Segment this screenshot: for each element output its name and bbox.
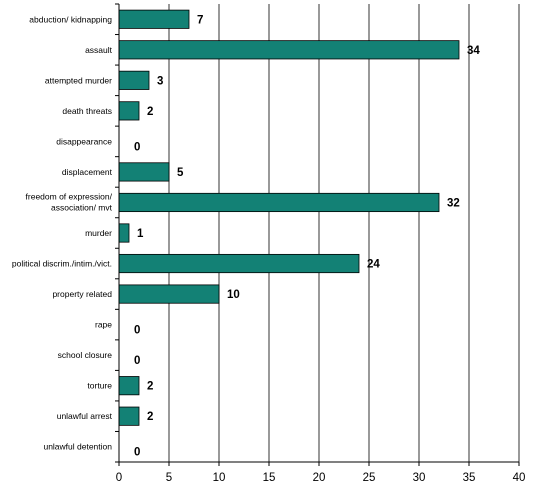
value-label: 24 <box>367 259 380 271</box>
category-label: assault <box>85 45 113 55</box>
x-tick-label: 20 <box>313 472 326 484</box>
x-tick-label: 10 <box>213 472 226 484</box>
category-label: displacement <box>62 167 113 177</box>
category-label: freedom of expression/association/ mvt <box>26 191 113 212</box>
category-label: school closure <box>58 350 113 360</box>
value-label: 1 <box>137 228 144 240</box>
category-label: murder <box>85 228 112 238</box>
x-tick-labels: 0 5 10 15 20 25 30 35 40 <box>116 472 526 484</box>
x-tick-label: 40 <box>513 472 526 484</box>
x-tick-label: 15 <box>263 472 276 484</box>
bar-2 <box>118 70 150 90</box>
bar-0 <box>118 9 190 29</box>
category-labels: abduction/ kidnapping assault attempted mu… <box>12 14 113 451</box>
value-label: 0 <box>134 141 140 153</box>
bar-12 <box>118 376 140 396</box>
category-label: unlawful arrest <box>57 411 113 421</box>
value-label: 10 <box>227 289 240 301</box>
bar-1 <box>118 40 460 60</box>
category-label: rape <box>95 320 112 330</box>
x-tick-label: 5 <box>166 472 172 484</box>
bar-8 <box>118 253 360 274</box>
value-label: 2 <box>147 381 153 393</box>
axes <box>115 3 520 466</box>
category-label: abduction/ kidnapping <box>29 14 112 24</box>
category-label: disappearance <box>56 136 112 146</box>
category-label: political discrim./intim./vict. <box>12 259 112 269</box>
x-tick-label: 30 <box>413 472 426 484</box>
bar-9 <box>118 284 220 304</box>
bar-7 <box>118 223 130 243</box>
value-label: 5 <box>177 167 184 179</box>
category-label: unlawful detention <box>43 442 112 452</box>
value-label: 3 <box>157 75 163 87</box>
x-tick-label: 35 <box>463 472 476 484</box>
x-tick-label: 0 <box>116 472 122 484</box>
category-label: torture <box>87 381 112 391</box>
bars <box>118 9 460 426</box>
value-label: 34 <box>467 45 480 57</box>
bar-5 <box>118 162 170 182</box>
category-label: attempted murder <box>45 75 112 85</box>
value-label: 32 <box>447 197 460 209</box>
value-label: 2 <box>147 106 153 118</box>
value-label: 2 <box>147 411 153 423</box>
value-label: 7 <box>197 14 203 26</box>
bar-6 <box>118 192 440 213</box>
bar-3 <box>118 101 140 121</box>
value-label: 0 <box>134 447 140 459</box>
grid-lines <box>168 4 520 462</box>
value-label: 0 <box>134 325 140 337</box>
value-label: 0 <box>134 355 140 367</box>
category-label: property related <box>52 289 112 299</box>
bar-13 <box>118 406 140 426</box>
category-label: death threats <box>62 106 112 116</box>
x-tick-label: 25 <box>363 472 376 484</box>
